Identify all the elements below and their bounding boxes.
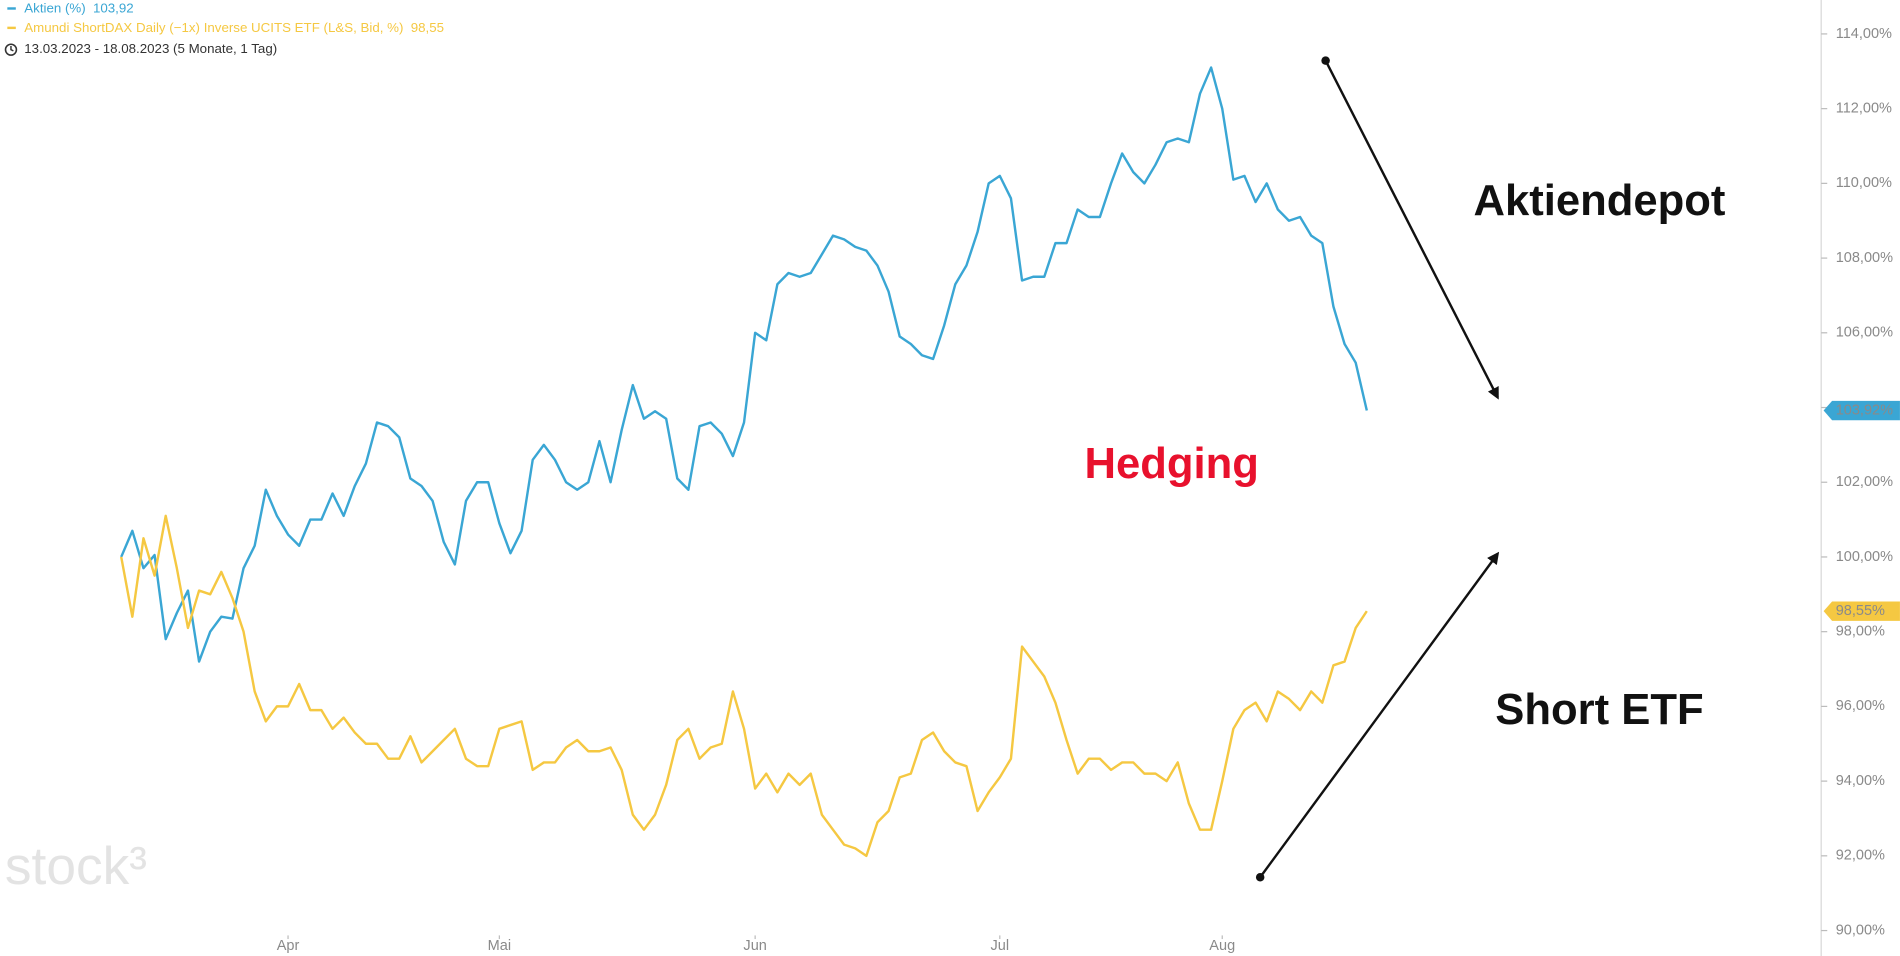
arrow-dot	[1321, 56, 1330, 65]
y-tick-label: 96,00%	[1836, 698, 1885, 714]
x-tick-label: Apr	[277, 938, 300, 954]
value-badge-label: 103,92%	[1836, 402, 1893, 418]
series-line	[120, 514, 1368, 858]
x-tick-label: Jul	[991, 938, 1010, 954]
value-badge-label: 98,55%	[1836, 603, 1885, 619]
legend-value: 103,92	[93, 0, 134, 15]
y-tick-label: 108,00%	[1836, 250, 1893, 266]
x-tick-label: Aug	[1209, 938, 1235, 954]
x-tick-label: Jun	[743, 938, 766, 954]
y-tick-label: 100,00%	[1836, 549, 1893, 565]
annotation: Aktiendepot	[1473, 177, 1725, 225]
date-range: 13.03.2023 - 18.08.2023 (5 Monate, 1 Tag…	[24, 41, 277, 56]
value-badge	[1823, 400, 1900, 421]
annotation: Short ETF	[1495, 686, 1703, 734]
legend-entry: Amundi ShortDAX Daily (−1x) Inverse UCIT…	[24, 19, 444, 34]
arrow	[1259, 551, 1500, 878]
watermark: stock³	[5, 837, 147, 896]
y-tick-label: 90,00%	[1836, 922, 1885, 938]
clock-icon	[4, 43, 18, 56]
legend-entry: Aktien (%) 103,92	[24, 0, 133, 15]
y-tick-label: 102,00%	[1836, 474, 1893, 490]
value-badge	[1823, 601, 1900, 621]
arrow	[1324, 60, 1499, 400]
legend-name: Amundi ShortDAX Daily (−1x) Inverse UCIT…	[24, 19, 403, 34]
arrow-dot	[1255, 873, 1265, 882]
y-tick-label: 92,00%	[1836, 848, 1885, 864]
y-tick-label: 98,00%	[1836, 624, 1885, 640]
y-tick-label: 110,00%	[1836, 175, 1892, 191]
y-tick-label: 114,00%	[1836, 26, 1892, 42]
x-tick-label: Mai	[488, 938, 511, 954]
clock-hand	[10, 46, 14, 52]
legend-value: 98,55	[411, 19, 444, 34]
series-line	[120, 66, 1368, 663]
legend-name: Aktien (%)	[24, 0, 85, 15]
y-tick-label: 94,00%	[1836, 773, 1885, 789]
y-tick-label: 112,00%	[1836, 100, 1892, 116]
annotation: Hedging	[1085, 440, 1259, 488]
y-tick-label: 106,00%	[1836, 325, 1893, 341]
